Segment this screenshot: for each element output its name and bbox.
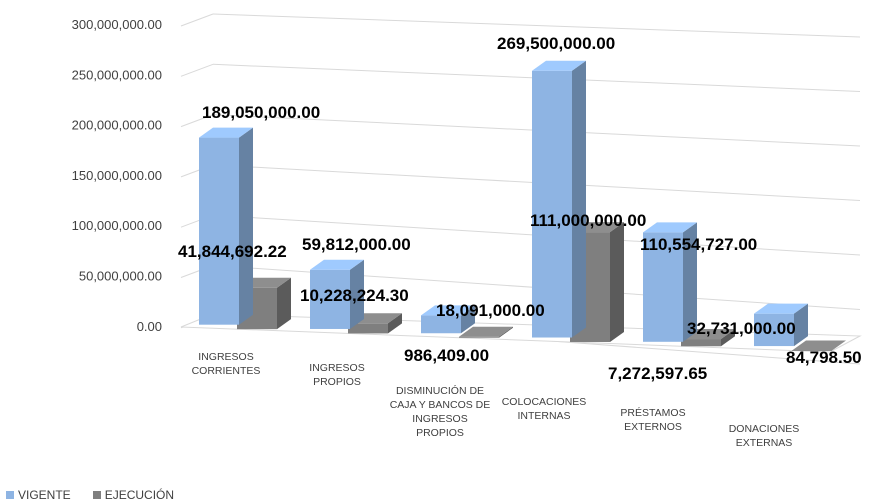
bar-side [239,128,253,325]
x-tick-label: DONACIONES [729,423,800,435]
gridline [181,14,213,26]
x-tick-label: CORRIENTES [192,365,261,377]
y-tick-label: 250,000,000.00 [72,67,162,82]
x-tick-label: COLOCACIONES [502,396,587,408]
data-label-vigente: 269,500,000.00 [497,34,615,53]
data-label-ejecucion: 7,272,597.65 [608,364,707,383]
x-tick-label: CAJA Y BANCOS DE [390,399,491,411]
y-tick-label: 50,000,000.00 [79,269,162,284]
data-label-ejecucion: 10,228,224.30 [300,286,409,305]
x-tick-label: PROPIOS [416,427,464,439]
y-tick-label: 150,000,000.00 [72,168,162,183]
legend-swatch-ejecucion [93,491,101,499]
bar-side [610,222,624,342]
x-tick-label: PRÉSTAMOS [620,406,685,419]
data-label-vigente: 59,812,000.00 [302,235,411,254]
x-tick-label: INTERNAS [517,410,570,422]
data-label-vigente: 110,554,727.00 [640,235,757,254]
legend-item-vigente: VIGENTE [6,488,71,502]
x-tick-label: DISMINUCIÓN DE [396,384,484,397]
bar-front [681,339,721,346]
data-label-ejecucion: 986,409.00 [404,346,489,365]
data-label-vigente: 189,050,000.00 [202,103,320,122]
y-tick-label: 0.00 [137,319,162,334]
y-tick-label: 100,000,000.00 [72,218,162,233]
bar-vigente [532,61,586,338]
bar-front [532,71,572,338]
x-tick-label: INGRESOS [412,413,467,425]
y-tick-label: 300,000,000.00 [72,17,162,32]
legend-label-ejecucion: EJECUCIÓN [105,488,174,502]
legend: VIGENTE EJECUCIÓN [6,488,174,502]
x-tick-label: INGRESOS [309,362,364,374]
data-label-ejecucion: 111,000,000.00 [530,211,646,230]
legend-label-vigente: VIGENTE [18,488,71,502]
legend-item-ejecucion: EJECUCIÓN [93,488,174,502]
data-label-ejecucion: 41,844,692.22 [178,242,287,261]
data-label-vigente: 32,731,000.00 [687,319,796,338]
y-tick-label: 200,000,000.00 [72,118,162,133]
data-label-vigente: 18,091,000.00 [436,301,545,320]
bar-side [572,61,586,338]
gridline [181,64,213,76]
bar-front [459,337,499,338]
legend-swatch-vigente [6,491,14,499]
x-tick-label: PROPIOS [313,376,361,388]
data-label-ejecucion: 84,798.50 [786,348,862,367]
bar-front [199,138,239,325]
chart-canvas: 300,000,000.00 250,000,000.00 200,000,000.… [0,0,896,485]
y-axis: 300,000,000.00 250,000,000.00 200,000,000.… [72,17,162,334]
x-axis: INGRESOS CORRIENTES INGRESOS PROPIOS DISMINU… [192,351,800,449]
x-tick-label: EXTERNOS [624,421,682,433]
bar-vigente [199,128,253,325]
x-tick-label: INGRESOS [198,351,253,363]
x-tick-label: EXTERNAS [736,437,793,449]
